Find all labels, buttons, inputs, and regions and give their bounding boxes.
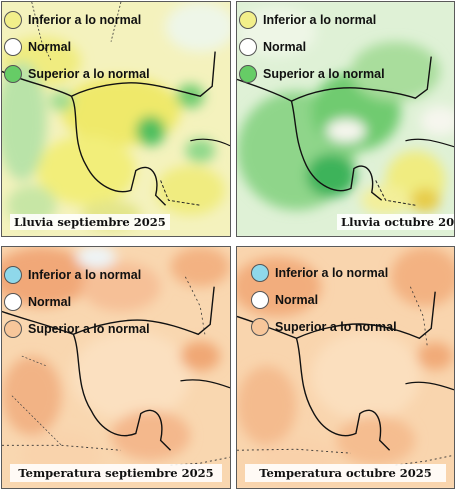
map-panel-temperature-september: Inferior a lo normal Normal Superior a l… bbox=[1, 246, 231, 489]
legend-item: Inferior a lo normal bbox=[251, 259, 397, 286]
legend-swatch-below-normal bbox=[4, 265, 22, 284]
rain-october-map bbox=[237, 2, 454, 236]
legend-swatch-normal bbox=[4, 292, 22, 311]
legend-label: Normal bbox=[263, 39, 307, 54]
legend-item: Normal bbox=[4, 33, 150, 60]
legend-item: Inferior a lo normal bbox=[239, 6, 385, 33]
legend-swatch-normal bbox=[251, 290, 269, 309]
map-panel-rain-october: Inferior a lo normal Normal Superior a l… bbox=[236, 1, 455, 237]
legend: Inferior a lo normal Normal Superior a l… bbox=[4, 6, 150, 87]
legend-label: Superior a lo normal bbox=[28, 321, 150, 336]
legend-item: Normal bbox=[251, 286, 397, 313]
map-panel-rain-september: Inferior a lo normal Normal Superior a l… bbox=[1, 1, 231, 237]
legend-swatch-above-normal bbox=[239, 64, 257, 83]
temperature-october-map bbox=[237, 247, 454, 488]
legend-label: Superior a lo normal bbox=[263, 66, 385, 81]
legend-label: Inferior a lo normal bbox=[275, 265, 389, 280]
legend-label: Inferior a lo normal bbox=[28, 267, 142, 282]
legend: Inferior a lo normal Normal Superior a l… bbox=[4, 261, 150, 342]
map-caption: Temperatura octubre 2025 bbox=[245, 464, 446, 482]
legend-item: Superior a lo normal bbox=[4, 60, 150, 87]
legend-swatch-above-normal bbox=[251, 317, 269, 336]
legend-item: Normal bbox=[4, 288, 150, 315]
temperature-september-map bbox=[2, 247, 230, 488]
legend-item: Inferior a lo normal bbox=[4, 261, 150, 288]
map-caption: Lluvia octubre 2025 bbox=[337, 214, 454, 230]
legend: Inferior a lo normal Normal Superior a l… bbox=[251, 259, 397, 340]
legend: Inferior a lo normal Normal Superior a l… bbox=[239, 6, 385, 87]
legend-swatch-below-normal bbox=[251, 263, 269, 282]
legend-swatch-below-normal bbox=[239, 10, 257, 29]
legend-item: Superior a lo normal bbox=[251, 313, 397, 340]
legend-label: Superior a lo normal bbox=[275, 319, 397, 334]
map-caption: Lluvia septiembre 2025 bbox=[10, 214, 170, 230]
legend-swatch-above-normal bbox=[4, 319, 22, 338]
map-panel-temperature-october: Inferior a lo normal Normal Superior a l… bbox=[236, 246, 455, 489]
legend-item: Normal bbox=[239, 33, 385, 60]
legend-label: Superior a lo normal bbox=[28, 66, 150, 81]
legend-label: Normal bbox=[28, 39, 72, 54]
legend-swatch-normal bbox=[239, 37, 257, 56]
legend-item: Superior a lo normal bbox=[4, 315, 150, 342]
legend-label: Inferior a lo normal bbox=[263, 12, 377, 27]
legend-label: Inferior a lo normal bbox=[28, 12, 142, 27]
legend-label: Normal bbox=[28, 294, 72, 309]
legend-swatch-below-normal bbox=[4, 10, 22, 29]
map-caption: Temperatura septiembre 2025 bbox=[10, 464, 222, 482]
legend-item: Inferior a lo normal bbox=[4, 6, 150, 33]
legend-label: Normal bbox=[275, 292, 319, 307]
legend-swatch-normal bbox=[4, 37, 22, 56]
legend-item: Superior a lo normal bbox=[239, 60, 385, 87]
legend-swatch-above-normal bbox=[4, 64, 22, 83]
